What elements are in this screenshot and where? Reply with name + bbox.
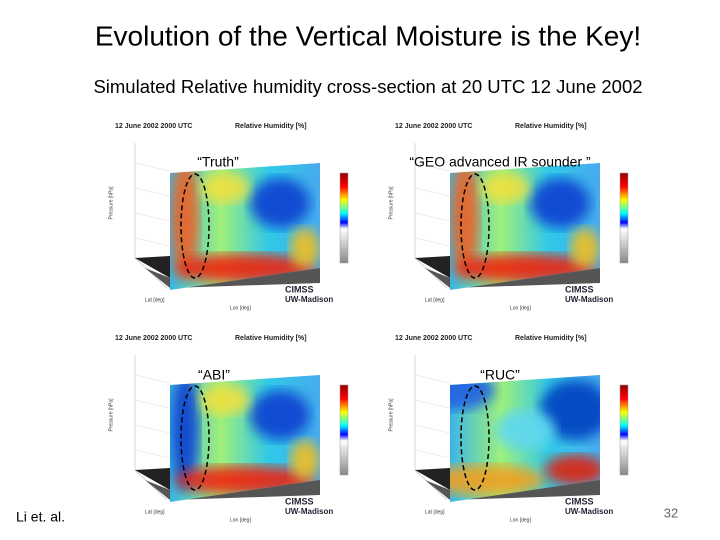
frame-grid — [134, 424, 171, 434]
panel-header: 12 June 2002 2000 UTC — [115, 335, 192, 342]
logo-sub: UW-Madison — [285, 295, 333, 304]
logo: CIMSS — [285, 284, 314, 294]
slide-title: Evolution of the Vertical Moisture is th… — [95, 20, 641, 51]
y-axis-label: Pressure [hPa] — [108, 398, 114, 432]
frame-grid — [414, 399, 451, 409]
lon-label: Lon [deg] — [510, 517, 531, 523]
highlight-ellipse — [180, 173, 210, 279]
plot-panel: 12 June 2002 2000 UTC Relative Humidity [… — [388, 335, 629, 523]
y-axis-label: Pressure [hPa] — [108, 186, 114, 220]
plot-panel: 12 June 2002 2000 UTC Relative Humidity [… — [108, 123, 349, 311]
frame-grid — [414, 374, 451, 384]
colorbar — [339, 172, 349, 264]
lon-label: Lon [deg] — [230, 305, 251, 311]
rh-feature — [290, 228, 320, 268]
highlight-ellipse — [460, 173, 490, 279]
frame-grid — [414, 212, 451, 222]
author: Li et. al. — [16, 509, 65, 525]
logo-sub: UW-Madison — [565, 295, 613, 304]
frame-grid — [134, 212, 171, 222]
lat-label: Lat [deg] — [145, 297, 165, 303]
colorbar — [619, 172, 629, 264]
frame-grid — [414, 237, 451, 247]
rh-feature — [250, 178, 310, 228]
rh-feature — [451, 163, 479, 278]
y-axis-label: Pressure [hPa] — [388, 398, 394, 432]
rh-feature — [570, 228, 600, 268]
highlight-ellipse — [460, 385, 490, 491]
highlight-ellipse — [180, 385, 210, 491]
rh-feature — [171, 163, 199, 278]
colorbar — [619, 384, 629, 476]
frame-grid — [414, 187, 451, 197]
slide-subtitle: Simulated Relative humidity cross-sectio… — [93, 76, 642, 97]
rh-feature — [495, 410, 555, 450]
rh-feature — [200, 385, 250, 415]
rh-feature — [200, 173, 250, 203]
frame-grid — [134, 449, 171, 459]
logo: CIMSS — [565, 284, 594, 294]
lat-label: Lat [deg] — [425, 509, 445, 515]
frame-grid — [134, 162, 171, 172]
panel-caption: “ABI” — [198, 367, 230, 383]
frame-grid — [414, 449, 451, 459]
panel-variable: Relative Humidity [%] — [235, 335, 307, 342]
panel-variable: Relative Humidity [%] — [515, 335, 587, 342]
lon-label: Lon [deg] — [510, 305, 531, 311]
rh-feature — [171, 375, 199, 490]
frame-grid — [134, 237, 171, 247]
rh-section — [170, 163, 320, 290]
panel-caption: “RUC” — [480, 367, 520, 383]
frame-grid — [134, 374, 171, 384]
rh-feature — [450, 465, 545, 495]
frame-grid — [414, 162, 451, 172]
rh-feature — [540, 380, 600, 440]
panel-header: 12 June 2002 2000 UTC — [395, 123, 472, 130]
logo: CIMSS — [285, 496, 314, 506]
rh-feature — [480, 173, 530, 203]
panel-header: 12 June 2002 2000 UTC — [115, 123, 192, 130]
frame-grid — [414, 424, 451, 434]
lat-label: Lat [deg] — [425, 297, 445, 303]
logo-sub: UW-Madison — [285, 507, 333, 516]
rh-feature — [250, 390, 310, 440]
panel-caption: “GEO advanced IR sounder ” — [409, 154, 591, 170]
frame-grid — [134, 399, 171, 409]
plot-panel: 12 June 2002 2000 UTC Relative Humidity [… — [108, 335, 349, 523]
logo: CIMSS — [565, 496, 594, 506]
panel-variable: Relative Humidity [%] — [515, 123, 587, 130]
panel-variable: Relative Humidity [%] — [235, 123, 307, 130]
rh-section — [170, 375, 320, 502]
page-number: 32 — [664, 505, 678, 520]
panel-header: 12 June 2002 2000 UTC — [395, 335, 472, 342]
rh-feature — [545, 455, 600, 485]
rh-section — [450, 375, 600, 502]
panel-caption: “Truth” — [197, 154, 239, 170]
lon-label: Lon [deg] — [230, 517, 251, 523]
frame-grid — [134, 187, 171, 197]
rh-feature — [290, 440, 320, 480]
plot-panel: 12 June 2002 2000 UTC Relative Humidity [… — [388, 123, 629, 311]
lat-label: Lat [deg] — [145, 509, 165, 515]
logo-sub: UW-Madison — [565, 507, 613, 516]
colorbar — [339, 384, 349, 476]
rh-feature — [530, 178, 590, 228]
y-axis-label: Pressure [hPa] — [388, 186, 394, 220]
rh-section — [450, 163, 600, 290]
